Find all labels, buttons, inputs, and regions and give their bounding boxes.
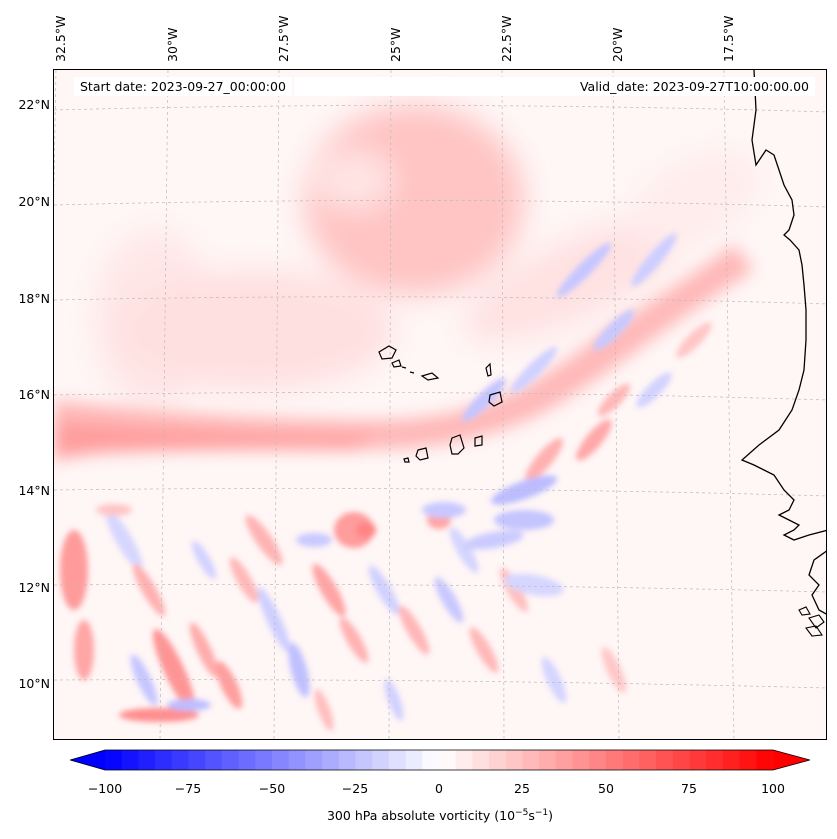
colorbar-segment [572, 750, 590, 770]
colorbar-segment [439, 750, 457, 770]
lon-label-27-5w: 27.5°W [276, 15, 291, 62]
colorbar-segment [622, 750, 640, 770]
lon-label-17-5w: 17.5°W [721, 15, 736, 62]
guinea-bissau-islands [798, 606, 825, 637]
colorbar-tick-25: 25 [514, 781, 530, 796]
colorbar-extend-max [773, 750, 810, 770]
colorbar-segment [105, 750, 123, 770]
colorbar [70, 749, 810, 771]
lat-label-20n: 20°N [18, 194, 50, 209]
africa-coastline-south [808, 550, 826, 615]
colorbar-extend-min [70, 750, 105, 770]
colorbar-segment [288, 750, 306, 770]
colorbar-segment [722, 750, 741, 770]
gridlines [54, 70, 826, 739]
positive-band [54, 245, 754, 462]
colorbar-segment [689, 750, 707, 770]
lon-label-22-5w: 22.5°W [499, 15, 514, 62]
lat-label-18n: 18°N [18, 291, 50, 306]
lon-label-30w: 30°W [165, 27, 180, 62]
colorbar-segment [138, 750, 156, 770]
colorbar-segment [656, 750, 674, 770]
colorbar-segment [155, 750, 173, 770]
colorbar-segment [205, 750, 223, 770]
colorbar-tick-neg75: −75 [174, 781, 202, 796]
colorbar-segment [221, 750, 240, 770]
colorbar-segment [505, 750, 523, 770]
colorbar-segment [355, 750, 373, 770]
colorbar-label: 300 hPa absolute vorticity (10−5s−1) [326, 808, 553, 824]
colorbar-segment [338, 750, 356, 770]
valid-date-label: Valid_date: 2023-09-27T10:00:00.00 [294, 77, 815, 96]
colorbar-tick-neg100: −100 [87, 781, 123, 796]
colorbar-segment [455, 750, 473, 770]
colorbar-segment [756, 750, 774, 770]
colorbar-segment [188, 750, 206, 770]
colorbar-segment [539, 750, 557, 770]
colorbar-segment [238, 750, 256, 770]
colorbar-outline [70, 749, 810, 771]
eddy-field [60, 233, 712, 731]
colorbar-tick-neg50: −50 [258, 781, 286, 796]
lon-label-32-5w: 32.5°W [53, 15, 68, 62]
lon-label-25w: 25°W [388, 27, 403, 62]
colorbar-segment [522, 750, 540, 770]
colorbar-segment [639, 750, 657, 770]
lat-label-14n: 14°N [18, 483, 50, 498]
colorbar-segment [589, 750, 607, 770]
colorbar-segment [255, 750, 273, 770]
start-date-label: Start date: 2023-09-27_00:00:00 [74, 77, 292, 96]
cape-verde-islands [378, 345, 503, 463]
map-panel: Start date: 2023-09-27_00:00:00 Valid_da… [53, 69, 827, 740]
colorbar-segment [555, 750, 574, 770]
colorbar-segment [322, 750, 340, 770]
colorbar-tick-100: 100 [761, 781, 785, 796]
colorbar-segment [422, 750, 440, 770]
colorbar-segment [672, 750, 690, 770]
colorbar-segment [472, 750, 490, 770]
colorbar-segment [739, 750, 757, 770]
colorbar-segment [388, 750, 407, 770]
colorbar-tick-75: 75 [681, 781, 697, 796]
colorbar-tick-0: 0 [435, 781, 443, 796]
lat-label-10n: 10°N [18, 676, 50, 691]
colorbar-segment [272, 750, 290, 770]
lon-label-20w: 20°W [610, 27, 625, 62]
colorbar-segment [606, 750, 624, 770]
colorbar-tick-50: 50 [598, 781, 614, 796]
colorbar-segment [171, 750, 189, 770]
vorticity-field [54, 70, 826, 739]
lat-label-16n: 16°N [18, 387, 50, 402]
africa-coastline [740, 70, 826, 541]
colorbar-segment [489, 750, 507, 770]
colorbar-segment [405, 750, 423, 770]
colorbar-segment [121, 750, 139, 770]
lat-label-22n: 22°N [18, 97, 50, 112]
colorbar-segment [372, 750, 390, 770]
lat-label-12n: 12°N [18, 580, 50, 595]
colorbar-segment [305, 750, 323, 770]
colorbar-tick-neg25: −25 [341, 781, 369, 796]
colorbar-segment [706, 750, 724, 770]
